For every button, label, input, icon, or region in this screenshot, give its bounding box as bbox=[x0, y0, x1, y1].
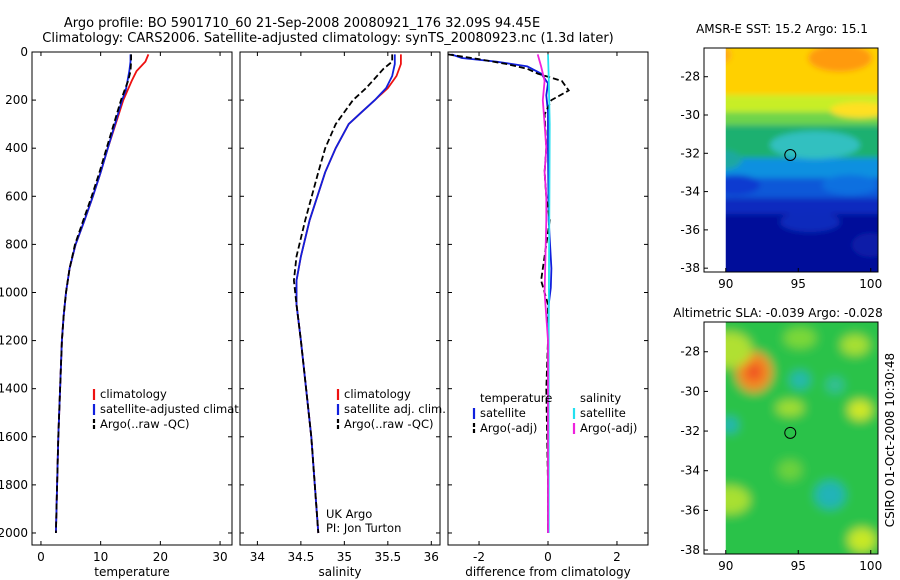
x-tick-label: 30 bbox=[212, 550, 227, 564]
credit-text: CSIRO 01-Oct-2008 10:30:48 bbox=[883, 353, 897, 527]
map-blank-region bbox=[704, 322, 726, 554]
legend-group-title: temperature bbox=[480, 391, 552, 405]
y-tick-label: 2000 bbox=[0, 526, 28, 540]
sla-map-title: Altimetric SLA: -0.039 Argo: -0.028 bbox=[673, 306, 882, 320]
legend-entry: satellite bbox=[480, 406, 526, 420]
figure-title-line1: Argo profile: BO 5901710_60 21-Sep-2008 … bbox=[64, 16, 540, 31]
y-tick-label: 1000 bbox=[0, 285, 28, 299]
legend-entry: climatology bbox=[344, 387, 411, 401]
y-tick-label: 600 bbox=[5, 189, 28, 203]
x-tick-label: 34.5 bbox=[288, 550, 315, 564]
annotation-text: UK Argo bbox=[326, 507, 372, 521]
x-tick-label: 95 bbox=[791, 277, 806, 291]
x-tick-label: 2 bbox=[613, 550, 621, 564]
legend-entry: satellite-adjusted climatology bbox=[100, 402, 270, 416]
legend-group-title: salinity bbox=[580, 391, 621, 405]
y-tick-label: -34 bbox=[680, 185, 700, 199]
y-tick-label: 400 bbox=[5, 141, 28, 155]
x-tick-label: 35 bbox=[337, 550, 352, 564]
y-tick-label: 200 bbox=[5, 93, 28, 107]
y-tick-label: 1400 bbox=[0, 382, 28, 396]
y-tick-label: 1800 bbox=[0, 478, 28, 492]
sst-map-title: AMSR-E SST: 15.2 Argo: 15.1 bbox=[696, 22, 868, 36]
sst-map-panel: AMSR-E SST: 15.2 Argo: 15.1 bbox=[680, 22, 882, 291]
map-frame bbox=[703, 47, 879, 273]
sla-argo-location-marker bbox=[784, 426, 797, 439]
y-tick-label: 800 bbox=[5, 237, 28, 251]
legend-entry: Argo(-adj) bbox=[580, 421, 637, 435]
y-tick-label: -28 bbox=[680, 345, 700, 359]
x-tick-label: 100 bbox=[859, 559, 882, 573]
plot-area-frame bbox=[31, 51, 233, 546]
series-line-argo-raw-qc- bbox=[55, 54, 133, 534]
map-blank-region bbox=[704, 48, 726, 272]
map-frame bbox=[703, 321, 879, 555]
series-line-argo-raw-qc- bbox=[292, 54, 394, 534]
series-line-salinity-argo-adj- bbox=[536, 54, 549, 533]
plot-area-frame bbox=[239, 51, 441, 546]
annotation-text: PI: Jon Turton bbox=[326, 521, 401, 535]
x-tick-label: 90 bbox=[718, 277, 733, 291]
sst-argo-location-marker bbox=[784, 149, 797, 162]
temperature-profile-panel: 0 10 20 30 0 200 400 600 800 1000 1200 1400 1600 1800… bbox=[0, 45, 270, 579]
y-tick-label: 1200 bbox=[0, 334, 28, 348]
y-tick-label: -32 bbox=[680, 146, 700, 160]
y-tick-label: -32 bbox=[680, 424, 700, 438]
x-tick-label: 35.5 bbox=[374, 550, 401, 564]
x-tick-label: 100 bbox=[859, 277, 882, 291]
y-tick-label: -38 bbox=[680, 543, 700, 557]
y-tick-label: -34 bbox=[680, 464, 700, 478]
x-axis-label: salinity bbox=[318, 565, 361, 579]
y-tick-label: -36 bbox=[680, 223, 700, 237]
sst-heatmap bbox=[704, 48, 878, 272]
y-tick-label: 0 bbox=[20, 45, 28, 59]
x-tick-label: 95 bbox=[791, 559, 806, 573]
salinity-profile-panel: 34 34.5 35 35.5 36 salinity climatologysatelli… bbox=[239, 51, 446, 579]
x-tick-label: 0 bbox=[37, 550, 45, 564]
legend-entry: climatology bbox=[100, 387, 167, 401]
legend-entry: Argo(..raw -QC) bbox=[344, 417, 434, 431]
legend-entry: satellite bbox=[580, 406, 626, 420]
x-tick-label: 0 bbox=[544, 550, 552, 564]
x-tick-label: 34 bbox=[250, 550, 265, 564]
legend-entry: satellite adj. clim. bbox=[344, 402, 446, 416]
legend-entry: Argo(..raw -QC) bbox=[100, 417, 190, 431]
x-tick-label: 90 bbox=[718, 559, 733, 573]
x-tick-label: -2 bbox=[473, 550, 485, 564]
x-axis-label: temperature bbox=[94, 565, 169, 579]
x-tick-label: 36 bbox=[424, 550, 439, 564]
y-tick-label: -36 bbox=[680, 503, 700, 517]
sla-map-panel: Altimetric SLA: -0.039 Argo: -0.028 bbox=[673, 306, 882, 573]
y-tick-label: -30 bbox=[680, 108, 700, 122]
y-tick-label: -38 bbox=[680, 261, 700, 275]
y-tick-label: -28 bbox=[680, 70, 700, 84]
x-tick-label: 10 bbox=[93, 550, 108, 564]
y-tick-label: -30 bbox=[680, 384, 700, 398]
y-tick-label: 1600 bbox=[0, 430, 28, 444]
x-tick-label: 20 bbox=[153, 550, 168, 564]
x-axis-label: difference from climatology bbox=[465, 565, 631, 579]
figure-title-line2: Climatology: CARS2006. Satellite-adjuste… bbox=[42, 31, 614, 46]
legend-entry: Argo(-adj) bbox=[480, 421, 537, 435]
